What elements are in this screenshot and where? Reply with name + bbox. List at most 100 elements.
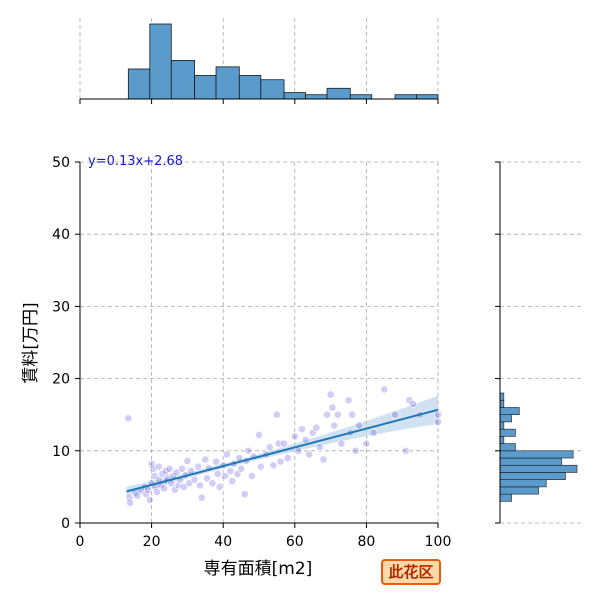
scatter-point [272, 410, 281, 419]
top-hist-bar [149, 23, 172, 100]
scatter-point [256, 462, 265, 471]
right-hist-bar [499, 479, 547, 488]
scatter-point [240, 490, 249, 499]
scatter-point [212, 457, 220, 466]
scatter-point [185, 479, 194, 488]
scatter-point [290, 432, 299, 441]
scatter-point [190, 475, 199, 484]
y-tick-label: 50 [52, 155, 70, 171]
scatter-point [265, 443, 274, 452]
scatter-point [391, 410, 399, 419]
scatter-point [434, 418, 442, 426]
scatter-point [172, 468, 181, 477]
scatter-point [247, 472, 256, 480]
right-hist-bar [499, 392, 505, 401]
right-hist-bar [499, 414, 512, 423]
scatter-point [330, 421, 339, 430]
scatter-point [255, 431, 263, 439]
top-hist-bar [238, 75, 262, 100]
scatter-point [298, 425, 306, 434]
top-hist-bar [283, 92, 306, 100]
tick-labels: 0 20 40 60 80 100 0 10 20 30 40 50 [52, 155, 451, 550]
scatter-point [201, 455, 210, 464]
x-tick-label: 40 [214, 534, 232, 550]
regression-equation-label: y=0.13x+2.68 [88, 154, 183, 169]
scatter-points [124, 385, 442, 507]
scatter-point [197, 493, 206, 502]
right-hist-bar [499, 428, 516, 437]
scatter-point [165, 464, 174, 473]
right-hist-bar [499, 472, 566, 480]
scatter-point [355, 421, 364, 430]
scatter-point [351, 446, 360, 455]
scatter-point [380, 385, 389, 394]
scatter-point [274, 439, 283, 448]
scatter-point [142, 490, 151, 499]
scatter-point [126, 498, 135, 507]
top-hist-bar [215, 66, 240, 100]
regression-line-group [126, 408, 439, 493]
top-hist-bar [305, 94, 328, 100]
x-tick-label: 60 [286, 534, 304, 550]
top-hist-bar [326, 87, 351, 100]
y-tick-label: 30 [52, 299, 70, 315]
right-hist-bar [499, 493, 512, 502]
scatter-point [301, 436, 310, 444]
scatter-point [369, 428, 378, 437]
y-tick-label: 40 [52, 227, 70, 243]
right-hist-bar [499, 436, 505, 444]
scatter-point [196, 481, 204, 490]
scatter-point [326, 390, 335, 399]
scatter-point [213, 470, 222, 478]
scatter-point [178, 464, 186, 473]
scatter-point [276, 457, 285, 466]
scatter-point [348, 410, 356, 419]
x-tick-label: 0 [76, 534, 85, 550]
scatter-point [244, 446, 253, 455]
scatter-point [401, 446, 410, 455]
scatter-point [409, 399, 417, 408]
scatter-point [203, 474, 211, 483]
scatter-point [362, 439, 371, 448]
top-hist-bar [394, 94, 417, 100]
right-hist-bar [499, 457, 562, 466]
right-hist-bar [499, 407, 520, 416]
scatter-point [160, 484, 169, 493]
scatter-point [183, 457, 192, 465]
y-tick-label: 20 [52, 372, 70, 388]
top-hist-bar [260, 79, 285, 100]
scatter-point [215, 482, 224, 491]
top-hist-bar [127, 68, 151, 100]
scatter-point [323, 410, 331, 419]
y-axis-title: 賃料[万円] [21, 302, 41, 383]
right-hist-bar [499, 450, 574, 459]
top-hist-bar [194, 75, 217, 100]
scatter-point [294, 446, 303, 455]
right-marginal-histogram [499, 392, 578, 502]
x-tick-label: 80 [357, 534, 375, 550]
right-hist-bar [499, 464, 578, 473]
scatter-point [153, 488, 161, 496]
top-marginal-histogram [127, 23, 439, 100]
scatter-point [305, 450, 314, 459]
right-hist-bar [499, 399, 505, 408]
y-tick-label: 10 [52, 444, 70, 460]
top-hist-bar [416, 94, 439, 100]
right-hist-bar [499, 443, 516, 452]
scatter-point [228, 477, 237, 486]
scatter-point [319, 455, 328, 464]
scatter-point [222, 450, 231, 459]
district-badge: 此花区 [381, 559, 441, 585]
x-axis-title: 専有面積[m2] [204, 559, 313, 579]
scatter-point [221, 472, 229, 480]
scatter-point [312, 423, 321, 432]
scatter-point [344, 396, 353, 405]
scatter-point [237, 464, 245, 473]
right-hist-bar [499, 486, 539, 495]
top-hist-bar [349, 94, 373, 100]
scatter-point [269, 461, 278, 470]
scatter-point [283, 454, 292, 462]
x-tick-label: 100 [425, 534, 452, 550]
scatter-point [145, 495, 154, 504]
scatter-point [154, 462, 163, 471]
